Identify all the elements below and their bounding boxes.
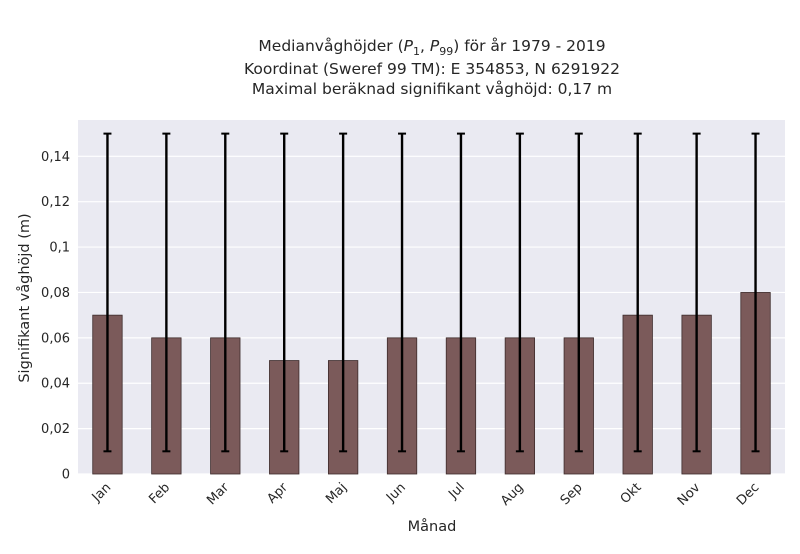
x-tick-label: Feb [146,480,173,507]
y-tick-label: 0,02 [41,422,70,437]
x-tick-labels: Jan Feb Mar Apr Maj Jun Jul Aug Sep Okt Nov Dec [89,480,763,509]
x-tick-label: Jan [89,480,114,505]
y-tick-label: 0 [62,468,70,483]
x-tick-label: Jul [445,480,467,502]
y-tick-label: 0,06 [41,331,70,346]
title-comma: , [420,37,430,55]
x-tick-label: Apr [265,480,292,507]
title-line-1: Medianvåghöjder (P1, P99) för år 1979 - … [258,37,605,58]
title-p-symbol-2: P [430,37,440,55]
y-axis-label: Signifikant våghöjd (m) [16,213,33,382]
title-p-symbol-1: P [404,37,414,55]
y-tick-labels: 0 0,02 0,04 0,06 0,08 0,1 0,12 0,14 [41,150,70,483]
title-line-1-suffix: ) för år 1979 - 2019 [453,37,605,55]
x-tick-label: Maj [323,480,350,507]
x-tick-label: Sep [558,480,586,508]
title-line-2: Koordinat (Sweref 99 TM): E 354853, N 62… [244,60,620,78]
x-tick-label: Aug [498,480,527,509]
x-tick-label: Okt [618,480,645,507]
title-subscript-99: 99 [439,45,453,58]
gridlines [78,155,785,475]
plot-area [78,120,785,474]
chart-title: Medianvåghöjder (P1, P99) för år 1979 - … [244,37,620,98]
x-tick-label: Mar [204,480,232,508]
x-axis-label: Månad [408,518,457,535]
y-tick-label: 0,1 [49,241,70,256]
y-tick-label: 0,08 [41,286,70,301]
error-bars [103,132,760,453]
y-tick-label: 0,14 [41,150,70,165]
x-tick-label: Dec [734,480,762,508]
title-line-1-prefix: Medianvåghöjder ( [258,37,403,55]
x-tick-label: Nov [675,480,704,509]
title-line-3: Maximal beräknad signifikant våghöjd: 0,… [252,80,612,98]
title-subscript-1: 1 [413,45,420,58]
x-tick-label: Jun [383,480,409,506]
y-tick-label: 0,12 [41,195,70,210]
y-tick-label: 0,04 [41,377,70,392]
